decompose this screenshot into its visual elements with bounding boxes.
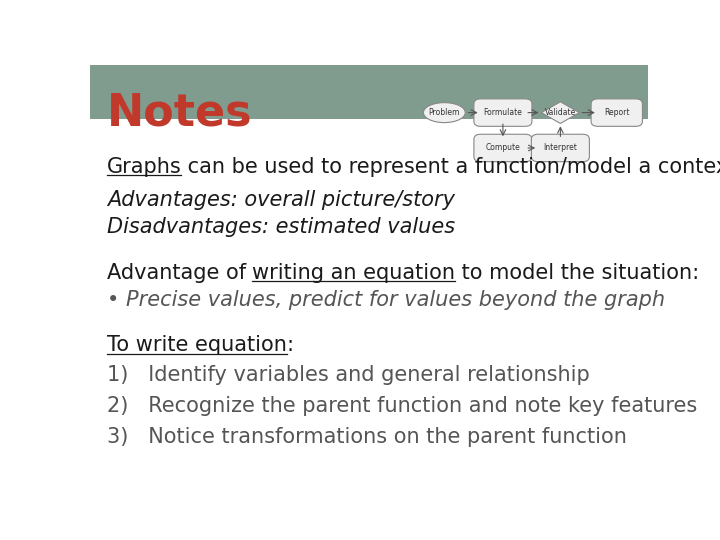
Text: To write equation: To write equation: [107, 335, 287, 355]
Text: Interpret: Interpret: [544, 144, 577, 152]
Text: 1)   Identify variables and general relationship: 1) Identify variables and general relati…: [107, 364, 590, 384]
Text: Graphs: Graphs: [107, 157, 181, 177]
FancyBboxPatch shape: [474, 134, 532, 161]
FancyBboxPatch shape: [90, 65, 648, 119]
Text: writing an equation: writing an equation: [253, 262, 456, 283]
Text: Validate: Validate: [545, 108, 576, 117]
Text: can be used to represent a function/model a context.: can be used to represent a function/mode…: [181, 157, 720, 177]
Polygon shape: [541, 102, 580, 124]
Text: Disadvantages: estimated values: Disadvantages: estimated values: [107, 217, 455, 237]
FancyBboxPatch shape: [474, 99, 532, 126]
Text: to model the situation:: to model the situation:: [456, 262, 700, 283]
Text: 3)   Notice transformations on the parent function: 3) Notice transformations on the parent …: [107, 427, 626, 447]
Text: :: :: [287, 335, 294, 355]
Ellipse shape: [423, 103, 465, 123]
Text: Advantage of: Advantage of: [107, 262, 253, 283]
Text: Advantages: overall picture/story: Advantages: overall picture/story: [107, 190, 455, 210]
Text: Report: Report: [604, 108, 629, 117]
FancyBboxPatch shape: [591, 99, 642, 126]
Text: • Precise values, predict for values beyond the graph: • Precise values, predict for values bey…: [107, 290, 665, 310]
Text: Compute: Compute: [485, 144, 521, 152]
Text: 2)   Recognize the parent function and note key features: 2) Recognize the parent function and not…: [107, 396, 697, 416]
Text: Problem: Problem: [428, 108, 460, 117]
Text: Notes: Notes: [107, 91, 253, 134]
FancyBboxPatch shape: [531, 134, 590, 161]
Text: Formulate: Formulate: [484, 108, 522, 117]
